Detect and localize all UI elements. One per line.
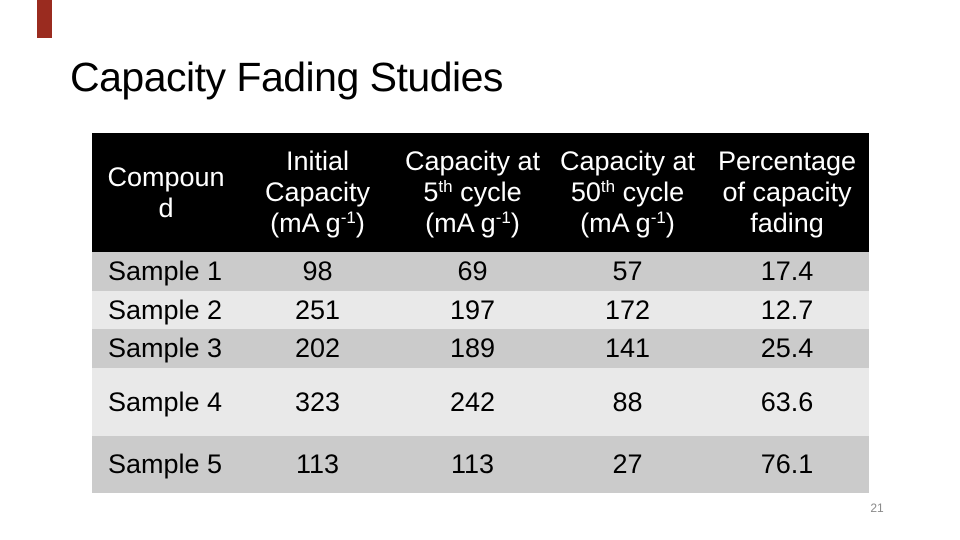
cell-compound: Sample 2 (108, 294, 223, 325)
unit-text: (mA g (425, 208, 496, 238)
header-unit-line: (mA g-1) (270, 208, 365, 239)
header-line: fading (750, 208, 824, 238)
unit-text: (mA g (580, 208, 651, 238)
cell-initial-capacity: 98 (302, 256, 333, 286)
header-line: d (158, 192, 174, 223)
cell-capacity-5th: 189 (449, 333, 496, 363)
header-line: Capacity at (404, 146, 541, 176)
cell-capacity-5th: 69 (457, 256, 488, 286)
header-unit-line: (mA g-1) (580, 208, 675, 239)
cell-capacity-50th: 172 (604, 294, 651, 325)
header-cell-capacity-50th-cycle: Capacity at 50th cycle (mA g-1) (550, 133, 705, 252)
table-row: Sample 1 98 69 57 17.4 (92, 252, 869, 291)
cell-capacity-50th: 141 (604, 333, 651, 363)
unit-text: ) (510, 208, 520, 238)
header-cycle-line: 50th cycle (571, 177, 684, 208)
cell-capacity-5th: 242 (449, 386, 496, 417)
header-cycle-line: 5th cycle (423, 177, 521, 208)
table-row: Sample 3 202 189 141 25.4 (92, 329, 869, 368)
page-title: Capacity Fading Studies (70, 54, 503, 100)
header-line: of capacity (722, 177, 852, 207)
ordinal-superscript: th (600, 177, 616, 196)
accent-bar (37, 0, 52, 38)
header-line: Capacity at (559, 146, 696, 176)
header-line: Capacity (264, 177, 371, 207)
header-cell-capacity-5th-cycle: Capacity at 5th cycle (mA g-1) (395, 133, 550, 252)
cycle-number: 50 (570, 177, 601, 207)
cell-compound: Sample 3 (108, 333, 223, 363)
cell-capacity-50th: 88 (612, 386, 643, 417)
unit-text: ) (355, 208, 365, 238)
header-cell-compound: Compoun d (92, 133, 240, 252)
header-line: Percentage (717, 146, 857, 176)
cell-fading: 63.6 (760, 386, 814, 417)
unit-text: ) (665, 208, 675, 238)
cell-capacity-50th: 57 (612, 256, 643, 286)
unit-text: (mA g (270, 208, 341, 238)
cell-fading: 76.1 (760, 449, 814, 479)
cycle-number: 5 (423, 177, 439, 207)
cell-capacity-5th: 113 (450, 449, 495, 479)
header-unit-line: (mA g-1) (425, 208, 520, 239)
cell-fading: 17.4 (760, 256, 814, 286)
header-line: Compoun (107, 161, 225, 192)
cell-initial-capacity: 323 (294, 386, 341, 417)
page-number: 21 (870, 501, 884, 515)
ordinal-superscript: th (438, 177, 453, 196)
unit-superscript: -1 (340, 208, 356, 227)
unit-superscript: -1 (650, 208, 666, 227)
cell-fading: 25.4 (760, 333, 814, 363)
unit-superscript: -1 (495, 208, 511, 227)
capacity-table: Compoun d Initial Capacity (mA g-1) Capa… (92, 133, 869, 493)
table-row: Sample 4 323 242 88 63.6 (92, 368, 869, 436)
cell-initial-capacity: 251 (294, 294, 341, 325)
table-header-row: Compoun d Initial Capacity (mA g-1) Capa… (92, 133, 869, 252)
header-cell-initial-capacity: Initial Capacity (mA g-1) (240, 133, 395, 252)
cell-fading: 12.7 (760, 294, 814, 325)
table-row: Sample 2 251 197 172 12.7 (92, 291, 869, 329)
cycle-text: cycle (615, 177, 685, 207)
header-line: Initial (285, 146, 350, 176)
cell-initial-capacity: 202 (294, 333, 341, 363)
table-row: Sample 5 113 113 27 76.1 (92, 436, 869, 493)
cell-compound: Sample 5 (108, 449, 223, 479)
cell-initial-capacity: 113 (295, 449, 340, 479)
header-cell-percentage-fading: Percentage of capacity fading (705, 133, 869, 252)
cell-compound: Sample 1 (108, 256, 223, 286)
cell-capacity-50th: 27 (612, 449, 643, 479)
cycle-text: cycle (452, 177, 522, 207)
cell-capacity-5th: 197 (449, 294, 496, 325)
cell-compound: Sample 4 (108, 386, 223, 417)
